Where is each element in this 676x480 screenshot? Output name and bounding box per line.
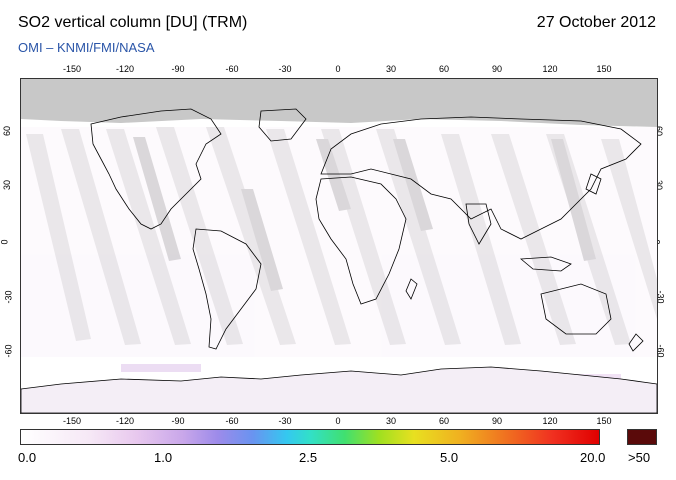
lon-tick: 120	[542, 416, 558, 426]
lat-tick: 30	[2, 179, 13, 191]
map-title: SO2 vertical column [DU] (TRM)	[18, 14, 248, 31]
lon-tick: -150	[62, 416, 81, 426]
lon-tick: -30	[278, 64, 292, 74]
new-zealand	[628, 333, 644, 352]
coastlines	[90, 108, 644, 352]
lon-tick: -30	[278, 416, 292, 426]
polar-missing-data	[21, 79, 657, 127]
lon-tick: 0	[335, 416, 341, 426]
lon-tick: 30	[385, 416, 396, 426]
lon-tick: 150	[596, 64, 612, 74]
eurasia	[320, 116, 642, 240]
map-date: 27 October 2012	[536, 14, 656, 31]
lat-tick: 60	[2, 125, 13, 137]
australia	[540, 283, 612, 335]
lon-tick: 90	[491, 416, 502, 426]
lon-tick: 0	[335, 64, 341, 74]
data-credit: OMI – KNMI/FMI/NASA	[18, 40, 155, 55]
lon-tick: 30	[385, 64, 396, 74]
lon-tick: 150	[596, 416, 612, 426]
greenland	[258, 108, 307, 142]
colorbar-label: 0.0	[18, 450, 37, 465]
lon-tick: -60	[225, 416, 239, 426]
indonesia	[519, 256, 572, 272]
over-range-label: >50	[628, 450, 651, 465]
lat-tick: -30	[3, 290, 14, 304]
map-canvas	[21, 79, 657, 413]
colorbar-label: 20.0	[580, 450, 606, 465]
north-america	[90, 108, 222, 230]
so2-noise	[21, 127, 657, 380]
antarctica	[21, 366, 657, 413]
madagascar	[405, 278, 418, 300]
colorbar-label: 1.0	[154, 450, 173, 465]
lon-tick: -120	[115, 416, 134, 426]
africa	[315, 176, 407, 305]
south-america	[192, 228, 262, 350]
lon-tick: -120	[115, 64, 134, 74]
lat-tick: 0	[0, 239, 10, 245]
world-map	[20, 78, 658, 414]
lat-tick: -60	[3, 344, 14, 358]
over-range-swatch	[627, 429, 657, 445]
lon-tick: -60	[225, 64, 239, 74]
lon-tick: -90	[171, 416, 185, 426]
lon-tick: -150	[62, 64, 81, 74]
india	[465, 203, 492, 245]
japan	[585, 173, 602, 195]
lon-tick: 60	[438, 416, 449, 426]
colorbar-label: 5.0	[440, 450, 459, 465]
lon-tick: -90	[171, 64, 185, 74]
lon-tick: 120	[542, 64, 558, 74]
lon-tick: 60	[438, 64, 449, 74]
lon-tick: 90	[491, 64, 502, 74]
colorbar-label: 2.5	[299, 450, 318, 465]
color-scale-bar	[20, 429, 600, 445]
